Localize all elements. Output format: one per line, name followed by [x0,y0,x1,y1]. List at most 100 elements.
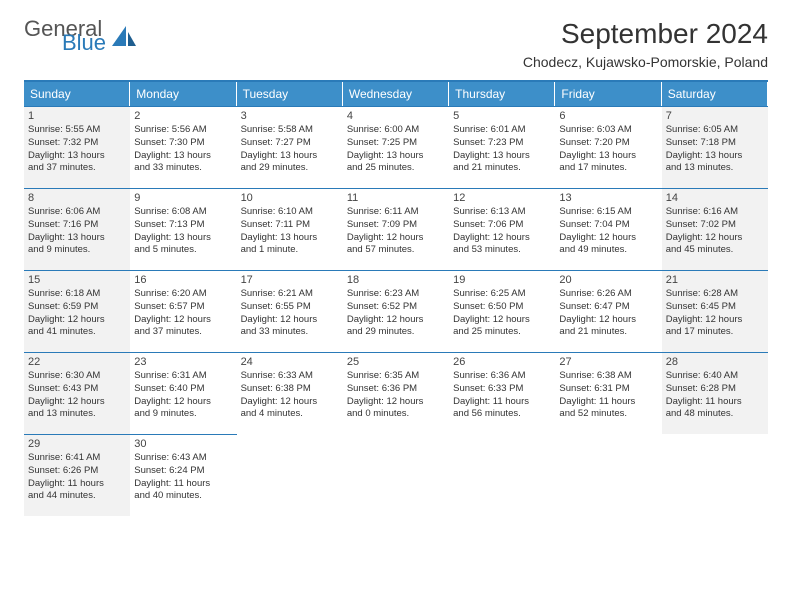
day-number: 9 [134,192,232,204]
month-title: September 2024 [523,18,768,50]
day-info-line: Sunrise: 6:23 AM [347,288,445,301]
day-info-line: Sunset: 6:28 PM [666,383,764,396]
day-info-line: and 41 minutes. [28,326,126,339]
day-info-line: Sunrise: 6:13 AM [453,206,551,219]
day-cell: 18Sunrise: 6:23 AMSunset: 6:52 PMDayligh… [343,270,449,352]
day-cell: 6Sunrise: 6:03 AMSunset: 7:20 PMDaylight… [555,106,661,188]
day-info-line: and 33 minutes. [134,162,232,175]
day-info-line: Daylight: 11 hours [559,396,657,409]
day-number: 11 [347,192,445,204]
day-info-line: Sunrise: 6:26 AM [559,288,657,301]
day-cell: 23Sunrise: 6:31 AMSunset: 6:40 PMDayligh… [130,352,236,434]
day-number: 19 [453,274,551,286]
day-info-line: Daylight: 12 hours [347,396,445,409]
brand-text-blue: Blue [62,32,106,54]
day-info-line: and 37 minutes. [28,162,126,175]
day-number: 15 [28,274,126,286]
day-number: 22 [28,356,126,368]
day-info-line: and 44 minutes. [28,490,126,503]
day-info-line: Sunrise: 6:05 AM [666,124,764,137]
day-info-line: Sunset: 7:13 PM [134,219,232,232]
day-info-line: Sunrise: 6:16 AM [666,206,764,219]
day-info-line: and 53 minutes. [453,244,551,257]
day-info-line: Sunrise: 6:21 AM [241,288,339,301]
day-info-line: Sunset: 7:16 PM [28,219,126,232]
day-cell: 5Sunrise: 6:01 AMSunset: 7:23 PMDaylight… [449,106,555,188]
day-cell: 2Sunrise: 5:56 AMSunset: 7:30 PMDaylight… [130,106,236,188]
day-cell: 20Sunrise: 6:26 AMSunset: 6:47 PMDayligh… [555,270,661,352]
day-info-line: and 37 minutes. [134,326,232,339]
day-info-line: Sunrise: 6:41 AM [28,452,126,465]
day-info-line: Sunrise: 6:36 AM [453,370,551,383]
day-info-line: Sunset: 6:33 PM [453,383,551,396]
day-info-line: Sunset: 6:43 PM [28,383,126,396]
day-info-line: Daylight: 13 hours [134,150,232,163]
day-info-line: Sunrise: 5:58 AM [241,124,339,137]
day-info-line: and 45 minutes. [666,244,764,257]
day-header: Saturday [662,82,768,106]
day-info-line: Sunset: 6:55 PM [241,301,339,314]
day-info-line: Sunrise: 6:00 AM [347,124,445,137]
empty-cell [662,434,768,516]
day-number: 8 [28,192,126,204]
day-info-line: Daylight: 13 hours [666,150,764,163]
day-cell: 4 Sunrise: 6:00 AMSunset: 7:25 PMDaylight… [343,106,449,188]
day-info-line: Sunset: 7:27 PM [241,137,339,150]
day-info-line: Sunrise: 6:10 AM [241,206,339,219]
day-info-line: Sunset: 7:09 PM [347,219,445,232]
day-info-line: Sunset: 7:25 PM [347,137,445,150]
day-header: Wednesday [343,82,449,106]
day-number: 16 [134,274,232,286]
day-info-line: Daylight: 11 hours [28,478,126,491]
day-number: 30 [134,438,232,450]
day-cell: 25Sunrise: 6:35 AMSunset: 6:36 PMDayligh… [343,352,449,434]
day-info-line: Sunset: 7:04 PM [559,219,657,232]
day-header: Tuesday [237,82,343,106]
day-number: 17 [241,274,339,286]
day-info-line: and 40 minutes. [134,490,232,503]
day-info-line: Sunset: 6:59 PM [28,301,126,314]
day-info-line: Daylight: 12 hours [241,396,339,409]
day-info-line: Sunrise: 6:11 AM [347,206,445,219]
day-info-line: Sunrise: 6:35 AM [347,370,445,383]
day-number: 20 [559,274,657,286]
day-number: 26 [453,356,551,368]
day-info-line: Daylight: 12 hours [666,232,764,245]
day-cell: 13Sunrise: 6:15 AMSunset: 7:04 PMDayligh… [555,188,661,270]
day-info-line: and 57 minutes. [347,244,445,257]
day-info-line: Daylight: 12 hours [666,314,764,327]
day-info-line: Daylight: 12 hours [28,314,126,327]
day-info-line: Sunset: 7:06 PM [453,219,551,232]
day-info-line: Daylight: 11 hours [134,478,232,491]
day-info-line: Daylight: 13 hours [347,150,445,163]
day-info-line: and 33 minutes. [241,326,339,339]
day-info-line: Daylight: 12 hours [134,396,232,409]
day-cell: 10Sunrise: 6:10 AMSunset: 7:11 PMDayligh… [237,188,343,270]
day-cell: 15Sunrise: 6:18 AMSunset: 6:59 PMDayligh… [24,270,130,352]
day-info-line: Sunset: 6:38 PM [241,383,339,396]
day-info-line: Sunset: 6:40 PM [134,383,232,396]
day-cell: 14Sunrise: 6:16 AMSunset: 7:02 PMDayligh… [662,188,768,270]
day-cell: 11 Sunrise: 6:11 AMSunset: 7:09 PMDayligh… [343,188,449,270]
day-cell: 26Sunrise: 6:36 AMSunset: 6:33 PMDayligh… [449,352,555,434]
day-info-line: Daylight: 11 hours [666,396,764,409]
empty-cell [449,434,555,516]
day-number: 6 [559,110,657,122]
day-info-line: Daylight: 12 hours [347,232,445,245]
day-info-line: Sunset: 6:31 PM [559,383,657,396]
day-info-line: Daylight: 13 hours [28,150,126,163]
day-number: 3 [241,110,339,122]
day-cell: 12Sunrise: 6:13 AMSunset: 7:06 PMDayligh… [449,188,555,270]
day-info-line: Sunset: 7:18 PM [666,137,764,150]
empty-cell [237,434,343,516]
day-info-line: Sunrise: 6:43 AM [134,452,232,465]
day-number: 29 [28,438,126,450]
day-info-line: Daylight: 12 hours [347,314,445,327]
day-info-line: Sunset: 7:02 PM [666,219,764,232]
day-info-line: Sunset: 7:11 PM [241,219,339,232]
day-cell: 24Sunrise: 6:33 AMSunset: 6:38 PMDayligh… [237,352,343,434]
day-info-line: Sunset: 6:50 PM [453,301,551,314]
day-info-line: Sunset: 6:45 PM [666,301,764,314]
day-number: 4 [347,110,445,122]
day-info-line: Sunrise: 6:25 AM [453,288,551,301]
